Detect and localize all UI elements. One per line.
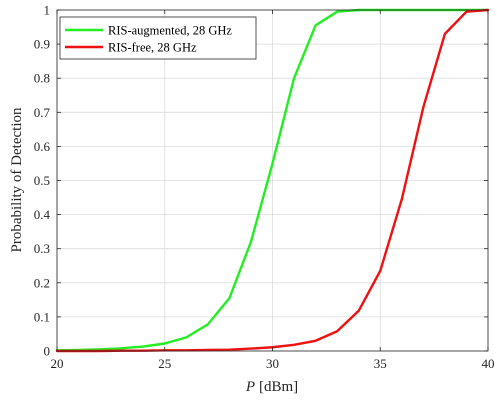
x-axis-label: P [dBm]: [245, 379, 298, 395]
legend-label-ris-augmented: RIS-augmented, 28 GHz: [108, 24, 232, 38]
y-tick-label: 0.1: [34, 309, 50, 324]
y-axis-label: Probability of Detection: [9, 107, 25, 252]
x-tick-label: 20: [51, 356, 64, 371]
y-tick-label: 0.4: [34, 207, 51, 222]
y-tick-label: 0.2: [34, 275, 50, 290]
y-tick-label: 0.5: [34, 173, 50, 188]
y-tick-label: 0.8: [34, 71, 50, 86]
legend-label-ris-free: RIS-free, 28 GHz: [108, 41, 197, 55]
x-tick-label: 25: [158, 356, 171, 371]
y-tick-label: 0.9: [34, 37, 50, 52]
legend-box: [59, 16, 257, 60]
y-tick-label: 0.6: [34, 139, 51, 154]
x-axis-ticks: 20 25 30 35 40: [51, 10, 495, 371]
x-tick-label: 40: [482, 356, 495, 371]
y-axis-ticks: 0 0.1 0.2 0.3 0.4 0.5 0.6 0.7 0.8 0.9 1: [34, 3, 488, 359]
y-tick-label: 0.3: [34, 241, 50, 256]
legend: RIS-augmented, 28 GHz RIS-free, 28 GHz: [59, 16, 257, 60]
y-tick-label: 0: [44, 344, 51, 359]
x-axis-label-unit: [dBm]: [259, 379, 298, 395]
x-axis-label-symbol: P: [245, 379, 255, 395]
x-tick-label: 35: [374, 356, 387, 371]
y-tick-label: 1: [44, 3, 51, 18]
y-tick-label: 0.7: [34, 105, 51, 120]
x-tick-label: 30: [266, 356, 279, 371]
